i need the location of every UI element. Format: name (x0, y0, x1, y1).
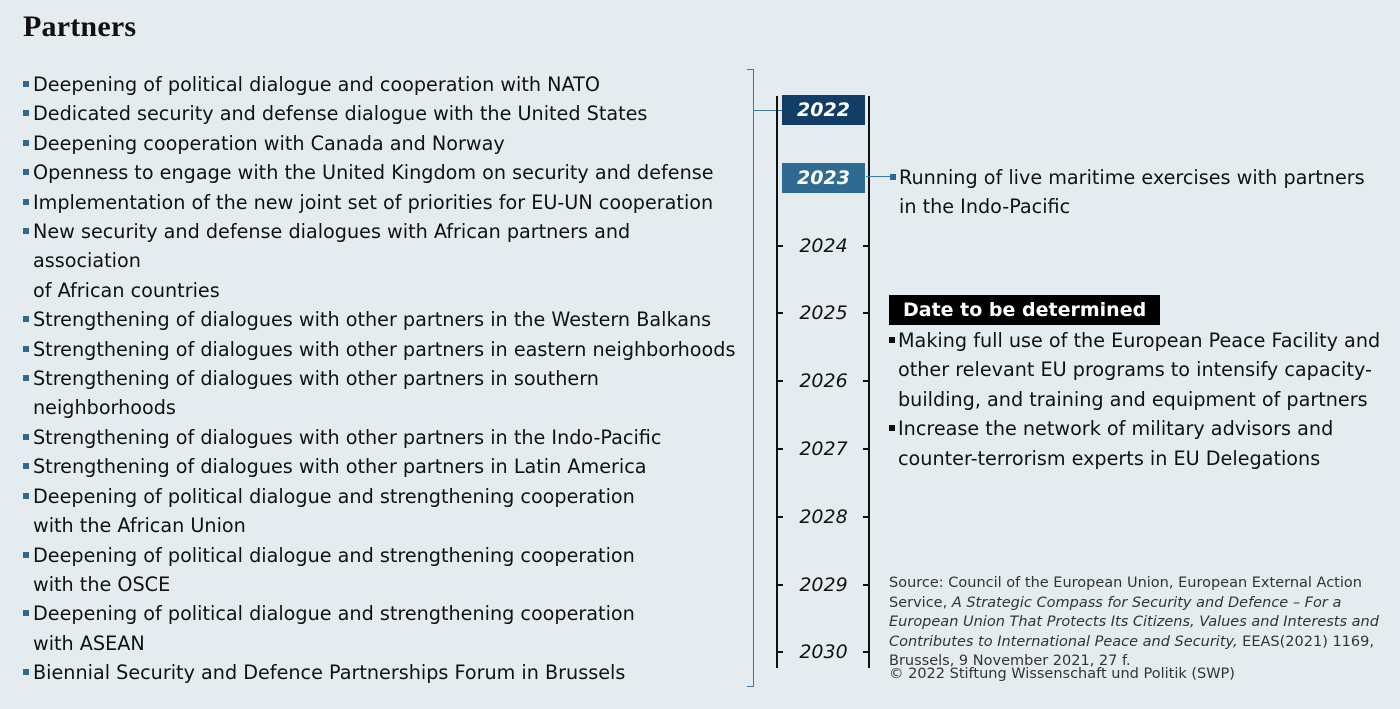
year-2023-connector (866, 176, 890, 177)
year-2023-item: Running of live maritime exercises with … (889, 163, 1389, 222)
partner-item: Biennial Security and Defence Partnershi… (22, 658, 742, 687)
partner-item: Deepening cooperation with Canada and No… (22, 129, 742, 158)
year-label-2028: 2028 (799, 505, 848, 528)
partner-item: Strengthening of dialogues with other pa… (22, 423, 742, 452)
tick-left-2028 (776, 515, 783, 518)
page-title: Partners (23, 10, 137, 43)
year-label-2022: 2022 (782, 95, 865, 125)
tbd-list: Making full use of the European Peace Fa… (888, 326, 1388, 473)
tick-left-2024 (776, 244, 783, 247)
year-label-2026: 2026 (799, 370, 848, 393)
partner-item: Implementation of the new joint set of p… (22, 188, 742, 217)
tick-right-2024 (863, 244, 870, 247)
partner-item: Openness to engage with the United Kingd… (22, 158, 742, 187)
year-label-2025: 2025 (799, 302, 848, 325)
bracket-connector (754, 110, 782, 111)
tick-right-2025 (863, 312, 870, 315)
partner-item: Strengthening of dialogues with other pa… (22, 452, 742, 481)
date-tbd-badge: Date to be determined (889, 295, 1161, 325)
year-label-2029: 2029 (799, 573, 848, 596)
tick-right-2030 (863, 651, 870, 654)
tick-right-2029 (863, 583, 870, 586)
year-label-2030: 2030 (799, 641, 848, 664)
tick-right-2028 (863, 515, 870, 518)
tick-left-2025 (776, 312, 783, 315)
partner-item: Strengthening of dialogues with other pa… (22, 364, 742, 423)
copyright: © 2022 Stiftung Wissenschaft und Politik… (889, 666, 1235, 682)
bracket-line (747, 69, 754, 687)
source-suffix: EEAS(2021) 1169, Brussels, 9 November 20… (889, 633, 1374, 670)
source-note: Source: Council of the European Union, E… (889, 574, 1394, 672)
partner-item: Strengthening of dialogues with other pa… (22, 335, 742, 364)
partner-item: New security and defense dialogues with … (22, 217, 742, 305)
partner-item: Deepening of political dialogue and stre… (22, 541, 742, 600)
year-label-2027: 2027 (799, 438, 848, 460)
year-label-2023: 2023 (782, 162, 865, 193)
partner-item: Deepening of political dialogue and stre… (22, 482, 742, 541)
tbd-item: Making full use of the European Peace Fa… (888, 326, 1388, 414)
partner-item: Dedicated security and defense dialogue … (22, 99, 742, 128)
tick-left-2026 (776, 380, 783, 383)
partners-list: Deepening of political dialogue and coop… (22, 70, 742, 688)
tick-left-2027 (776, 448, 783, 450)
tick-left-2029 (776, 583, 783, 586)
tick-right-2026 (863, 380, 870, 383)
tbd-item: Increase the network of military advisor… (888, 414, 1388, 473)
partner-item: Deepening of political dialogue and coop… (22, 70, 742, 99)
source-title: A Strategic Compass for Security and Def… (889, 594, 1379, 650)
partner-item: Deepening of political dialogue and stre… (22, 599, 742, 658)
tick-right-2027 (863, 448, 870, 450)
tick-left-2030 (776, 651, 783, 654)
source-prefix: Source: Council of the European Union, E… (889, 575, 1362, 611)
partner-item: Strengthening of dialogues with other pa… (22, 305, 742, 334)
year-label-2024: 2024 (799, 234, 848, 257)
